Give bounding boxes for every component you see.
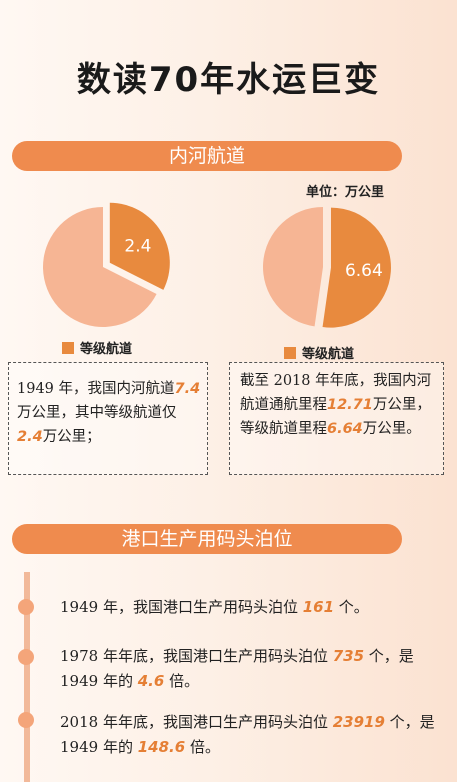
page-title: 数读70年水运巨变 [76,60,381,100]
timeline-text: 个。 [334,598,369,616]
highlight-value: 23919 [332,713,385,731]
pie-value-label: 6.64 [345,261,383,281]
legend-label: 等级航道 [302,347,355,362]
caption-box-2018: 截至 2018 年年底，我国内河航道通航里程12.71万公里，等级航道里程6.6… [229,362,444,475]
legend-swatch [284,346,296,359]
highlight-value: 4.6 [137,672,165,690]
timeline-text: 倍。 [164,672,200,690]
highlight-value: 12.71 [327,397,373,413]
highlight-value: 6.64 [327,421,363,437]
caption-box-1949: 1949 年，我国内河航道7.4 万公里，其中等级航道仅 2.4万公里； [8,362,208,475]
timeline-text: 2018 年年底，我国港口生产用码头泊位 [60,713,333,731]
caption-text: 1949 年，我国内河航道 [17,381,175,397]
pie-chart-1949: 2.4 [43,202,170,327]
timeline-text: 个，是 1949 年的 [60,713,435,756]
timeline-dot [18,599,34,615]
caption-text: 截至 2018 年年底，我国内河航道通航里程 [240,373,432,413]
legend-swatch [62,341,74,354]
section-banner-port-berths: 港口生产用码头泊位 [12,524,402,554]
highlight-value: 148.6 [137,738,186,756]
timeline-text: 1949 年，我国港口生产用码头泊位 [60,598,303,616]
pie-value-label: 2.4 [124,237,151,257]
pie-slice-other [262,207,323,327]
timeline-item-2018: 2018 年年底，我国港口生产用码头泊位 23919 个，是 1949 年的 1… [60,710,450,760]
highlight-value: 735 [332,647,365,665]
caption-text: 万公里，等级航道里程 [240,397,431,437]
pie-slice-other [43,207,157,327]
caption-text: 万公里，其中等级航道仅 [17,405,177,421]
timeline-item-1978: 1978 年年底，我国港口生产用码头泊位 735 个，是 1949 年的 4.6… [60,644,450,694]
pie-slice-graded [322,207,391,328]
timeline-dot [18,712,34,728]
timeline-text: 倍。 [185,738,220,756]
legend-2018: 等级航道 [284,343,354,362]
pie-slice-graded [109,202,170,290]
highlight-value: 161 [302,598,335,616]
timeline-item-1949: 1949 年，我国港口生产用码头泊位 161 个。 [60,595,450,620]
highlight-value: 2.4 [17,429,43,445]
caption-text: 万公里； [42,429,101,445]
timeline-text: 个，是 1949 年的 [60,647,414,690]
highlight-value: 7.4 [174,381,201,397]
legend-1949: 等级航道 [62,338,132,357]
timeline-line [24,572,30,782]
unit-label: 单位：万公里 [306,185,385,200]
caption-text: 万公里。 [362,421,421,437]
section-banner-inland-waterway: 内河航道 [12,141,402,171]
timeline-text: 1978 年年底，我国港口生产用码头泊位 [60,647,333,665]
pie-chart-2018: 6.64 [262,207,391,328]
timeline-dot [18,649,34,665]
legend-label: 等级航道 [80,342,133,357]
